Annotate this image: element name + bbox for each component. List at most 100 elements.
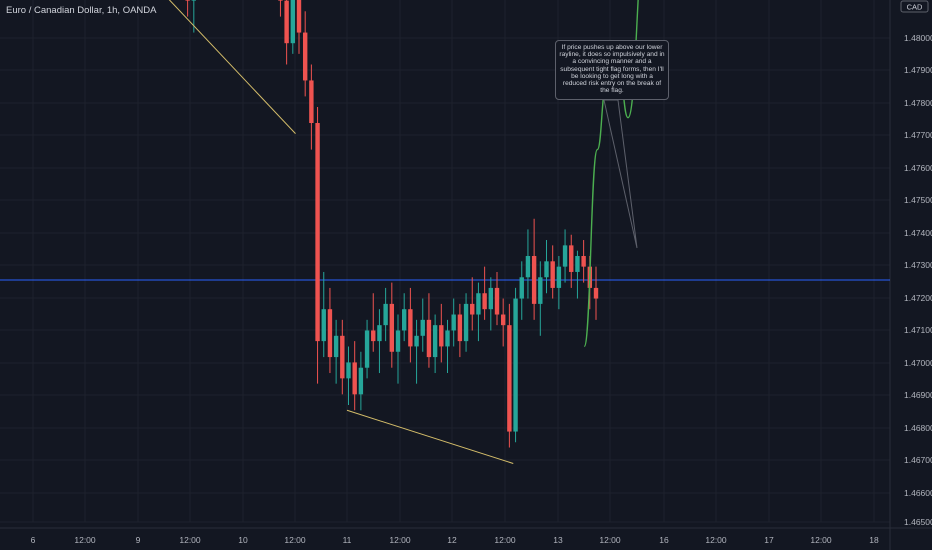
candle-body: [457, 314, 463, 342]
candle-body: [426, 319, 432, 358]
time-axis[interactable]: 6 12:00 9 12:00 10 12:00 11 12:00 12 12:00 13 12:00…: [0, 527, 932, 545]
candle-body: [439, 325, 444, 347]
time-tick-label: 10: [238, 535, 248, 545]
time-tick-label: 11: [343, 535, 352, 545]
candle-body: [525, 256, 531, 278]
price-tick-label: 1.46600: [904, 488, 932, 498]
candle-body: [364, 330, 370, 368]
price-axis[interactable]: 1.48000 1.47900 1.47800 1.47700 1.47600 1.475…: [889, 0, 932, 550]
price-tick-label: 1.46800: [904, 423, 932, 433]
time-tick-label: 12:00: [599, 535, 621, 545]
candle-body: [358, 367, 364, 395]
time-tick-label: 12: [447, 535, 457, 545]
annotation-text[interactable]: If price pushes up above our lower rayli…: [555, 40, 669, 100]
price-tick-label: 1.47700: [904, 130, 932, 140]
price-tick-label: 1.47300: [904, 260, 932, 270]
candle-body: [500, 314, 506, 326]
price-tag-group: CAD: [900, 0, 929, 13]
candle-body: [420, 319, 425, 336]
candle-body: [389, 303, 395, 352]
time-tick-label: 12:00: [810, 535, 832, 545]
callout-pointer: [603, 99, 638, 249]
candle-body: [593, 287, 599, 299]
candle-body: [414, 335, 419, 347]
trendlines: [168, 0, 514, 464]
candle-body: [278, 0, 283, 1]
candle-body: [377, 325, 382, 342]
candle-body: [476, 293, 481, 315]
candles: [185, 0, 599, 448]
candle-body: [408, 309, 413, 347]
candle-body: [463, 303, 469, 342]
time-tick-label: 6: [31, 535, 36, 545]
price-tick-label: 1.47800: [904, 98, 932, 108]
candle-body: [569, 245, 574, 272]
candle-body: [538, 277, 543, 304]
price-tick-label: 1.46500: [904, 517, 932, 527]
candle-body: [290, 0, 296, 44]
time-tick-label: 17: [764, 535, 774, 545]
currency-label: CAD: [907, 3, 923, 12]
trendline: [168, 0, 296, 134]
grid: [0, 0, 890, 523]
callout-pointer-group: [603, 99, 638, 249]
candle-body: [309, 80, 314, 123]
candle-body: [531, 256, 537, 304]
candle-body: [371, 330, 376, 342]
candle-body: [296, 0, 302, 33]
candle-body: [556, 266, 562, 288]
time-tick-label: 16: [659, 535, 669, 545]
chart-title: Euro / Canadian Dollar, 1h, OANDA: [6, 5, 157, 16]
candle-body: [451, 314, 456, 331]
price-tick-label: 1.47000: [904, 358, 932, 368]
time-tick-label: 12:00: [494, 535, 516, 545]
candle-body: [352, 362, 357, 395]
candle-body: [494, 287, 500, 315]
candle-body: [340, 335, 345, 379]
price-tick-label: 1.47500: [904, 195, 932, 205]
candle-body: [550, 261, 555, 288]
candle-body: [519, 277, 524, 299]
time-tick-label: 18: [869, 535, 879, 545]
price-tick-label: 1.47200: [904, 293, 932, 303]
price-tick-label: 1.46700: [904, 455, 932, 465]
candle-body: [507, 325, 512, 432]
candle-body: [191, 0, 197, 1]
currency-badge: [900, 0, 929, 13]
time-tick-label: 9: [136, 535, 141, 545]
candle-body: [284, 0, 289, 44]
candle-body: [327, 309, 333, 358]
candle-body: [395, 330, 401, 352]
candle-body: [401, 309, 407, 331]
time-tick-label: 12:00: [74, 535, 96, 545]
price-tick-label: 1.48000: [904, 33, 932, 43]
trendline: [346, 409, 514, 464]
candle-body: [346, 362, 351, 379]
time-tick-label: 12:00: [284, 535, 306, 545]
candle-body: [445, 330, 450, 347]
candle-body: [333, 335, 339, 358]
price-tick-label: 1.47400: [904, 228, 932, 238]
candle-body: [581, 256, 586, 267]
candle-body: [575, 256, 580, 272]
price-tick-label: 1.46900: [904, 390, 932, 400]
candle-body: [562, 245, 568, 267]
candle-body: [470, 303, 475, 315]
price-tick-label: 1.47900: [904, 65, 932, 75]
candle-body: [488, 287, 494, 310]
candle-body: [513, 298, 518, 432]
candle-body: [315, 123, 320, 342]
time-tick-label: 13: [553, 535, 563, 545]
candle-body: [185, 0, 190, 1]
time-tick-label: 12:00: [179, 535, 201, 545]
candle-body: [482, 293, 487, 310]
candle-body: [321, 309, 326, 342]
price-tick-label: 1.47100: [904, 325, 932, 335]
candle-body: [302, 32, 308, 81]
candle-body: [432, 325, 438, 358]
time-tick-label: 12:00: [705, 535, 727, 545]
candle-body: [544, 261, 549, 278]
